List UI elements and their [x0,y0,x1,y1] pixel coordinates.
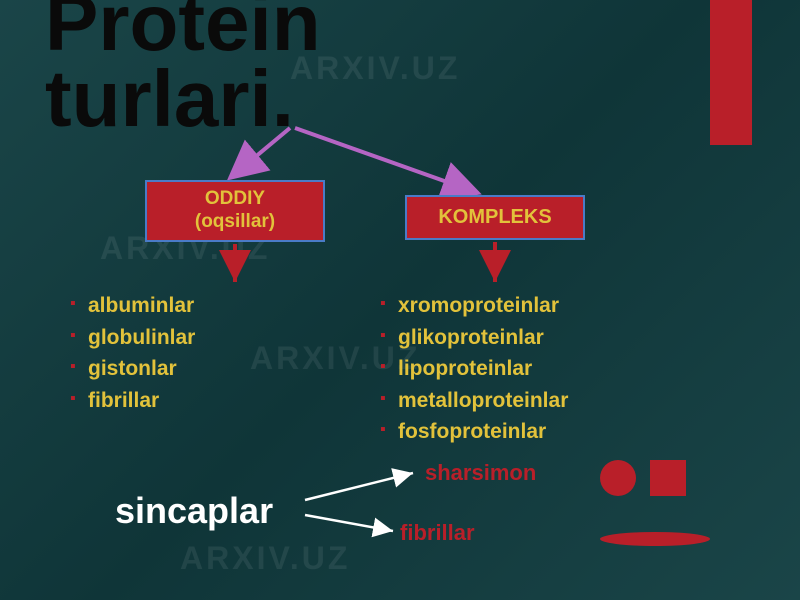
sincaplar-label: sincaplar [115,490,273,532]
accent-bar [710,0,752,145]
list-item: fosfoproteinlar [380,416,568,448]
box-left-line1: ODDIY [205,188,265,211]
list-item: glikoproteinlar [380,322,568,354]
box-right-label: KOMPLEKS [438,206,551,229]
page-title: Protein turlari. [45,0,321,137]
list-item: xromoproteinlar [380,290,568,322]
watermark: ARXIV.UZ [180,540,350,577]
list-item: fibrillar [70,385,195,417]
square-icon [650,460,686,496]
list-item: lipoproteinlar [380,353,568,385]
ellipse-icon [600,532,710,546]
category-box-kompleks: KOMPLEKS [405,195,585,240]
box-left-line2: (oqsillar) [195,211,275,234]
title-line-1: Protein [45,0,321,61]
circle-icon [600,460,636,496]
list-item: globulinlar [70,322,195,354]
list-kompleks: xromoproteinlar glikoproteinlar lipoprot… [380,290,568,448]
list-item: gistonlar [70,353,195,385]
sharsimon-label: sharsimon [425,460,536,486]
list-item: albuminlar [70,290,195,322]
title-line-2: turlari. [45,61,321,137]
fibrillar-shape-label: fibrillar [400,520,475,546]
list-oddiy: albuminlar globulinlar gistonlar fibrill… [70,290,195,416]
category-box-oddiy: ODDIY (oqsillar) [145,180,325,242]
list-item: metalloproteinlar [380,385,568,417]
